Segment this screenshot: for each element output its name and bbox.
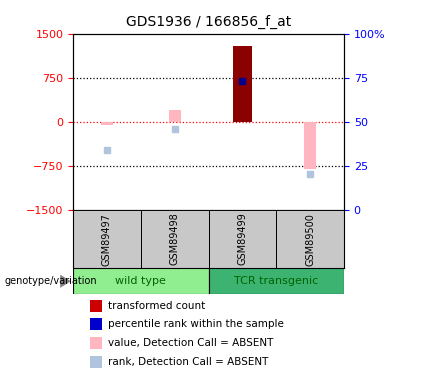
Bar bbox=[304, 122, 316, 169]
Text: TCR transgenic: TCR transgenic bbox=[234, 276, 318, 286]
Bar bbox=[73, 268, 209, 294]
Text: value, Detection Call = ABSENT: value, Detection Call = ABSENT bbox=[108, 338, 273, 348]
Bar bbox=[90, 356, 102, 368]
Text: GSM89500: GSM89500 bbox=[305, 213, 315, 266]
Bar bbox=[101, 122, 113, 125]
Bar bbox=[90, 337, 102, 349]
Text: rank, Detection Call = ABSENT: rank, Detection Call = ABSENT bbox=[108, 357, 269, 367]
Bar bbox=[276, 210, 344, 268]
Text: genotype/variation: genotype/variation bbox=[4, 276, 97, 286]
Bar bbox=[90, 318, 102, 330]
Bar bbox=[73, 210, 141, 268]
Bar bbox=[209, 210, 276, 268]
Text: transformed count: transformed count bbox=[108, 301, 206, 310]
Polygon shape bbox=[60, 274, 71, 288]
Bar bbox=[209, 268, 344, 294]
Title: GDS1936 / 166856_f_at: GDS1936 / 166856_f_at bbox=[126, 14, 291, 28]
Text: GSM89497: GSM89497 bbox=[102, 213, 112, 266]
Bar bbox=[90, 300, 102, 312]
Text: wild type: wild type bbox=[115, 276, 166, 286]
Bar bbox=[169, 110, 181, 122]
Bar bbox=[233, 45, 252, 122]
Bar bbox=[141, 210, 209, 268]
Text: percentile rank within the sample: percentile rank within the sample bbox=[108, 320, 284, 329]
Text: GSM89498: GSM89498 bbox=[170, 213, 180, 266]
Text: GSM89499: GSM89499 bbox=[237, 213, 247, 266]
